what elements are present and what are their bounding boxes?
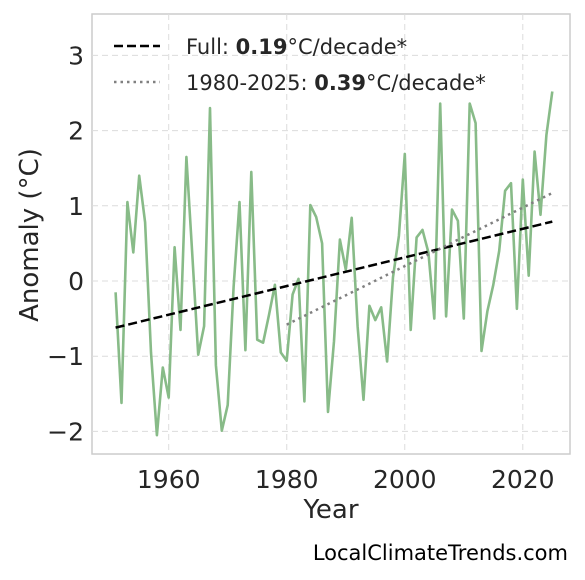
y-axis-title: Anomaly (°C): [15, 148, 45, 322]
legend-label-recent-prefix: 1980-2025:: [186, 71, 314, 95]
x-tick-label: 1980: [255, 465, 319, 494]
series-line-anomaly: [114, 91, 554, 437]
site-credit: LocalClimateTrends.com: [313, 541, 568, 565]
y-tick-label: −2: [47, 417, 84, 446]
x-tick-label: 2020: [491, 465, 555, 494]
x-axis-ticks: 1960 1980 2000 2020: [137, 465, 555, 494]
legend-recent-rate-value: 0.39: [314, 71, 366, 95]
legend-label-full-suffix: °C/decade*: [288, 35, 408, 59]
y-tick-label: 0: [68, 267, 84, 296]
legend-label-full: Full: 0.19°C/decade*: [186, 35, 407, 59]
legend: Full: 0.19°C/decade* 1980-2025: 0.39°C/d…: [114, 35, 486, 95]
legend-full-rate-value: 0.19: [236, 35, 288, 59]
trend-line-recent: [286, 191, 553, 326]
y-tick-label: −1: [47, 342, 84, 371]
trend-line-full: [115, 220, 553, 329]
legend-label-full-prefix: Full:: [186, 35, 236, 59]
x-tick-label: 2000: [373, 465, 437, 494]
x-axis-title: Year: [302, 495, 358, 525]
legend-label-recent-suffix: °C/decade*: [366, 71, 486, 95]
y-tick-label: 2: [68, 117, 84, 146]
y-tick-label: 3: [68, 41, 84, 70]
legend-label-recent: 1980-2025: 0.39°C/decade*: [186, 71, 486, 95]
series-group: [114, 91, 554, 437]
x-tick-label: 1960: [137, 465, 201, 494]
y-tick-label: 1: [68, 192, 84, 221]
y-axis-ticks: −2 −1 0 1 2 3: [47, 41, 84, 446]
grid: [92, 14, 570, 454]
